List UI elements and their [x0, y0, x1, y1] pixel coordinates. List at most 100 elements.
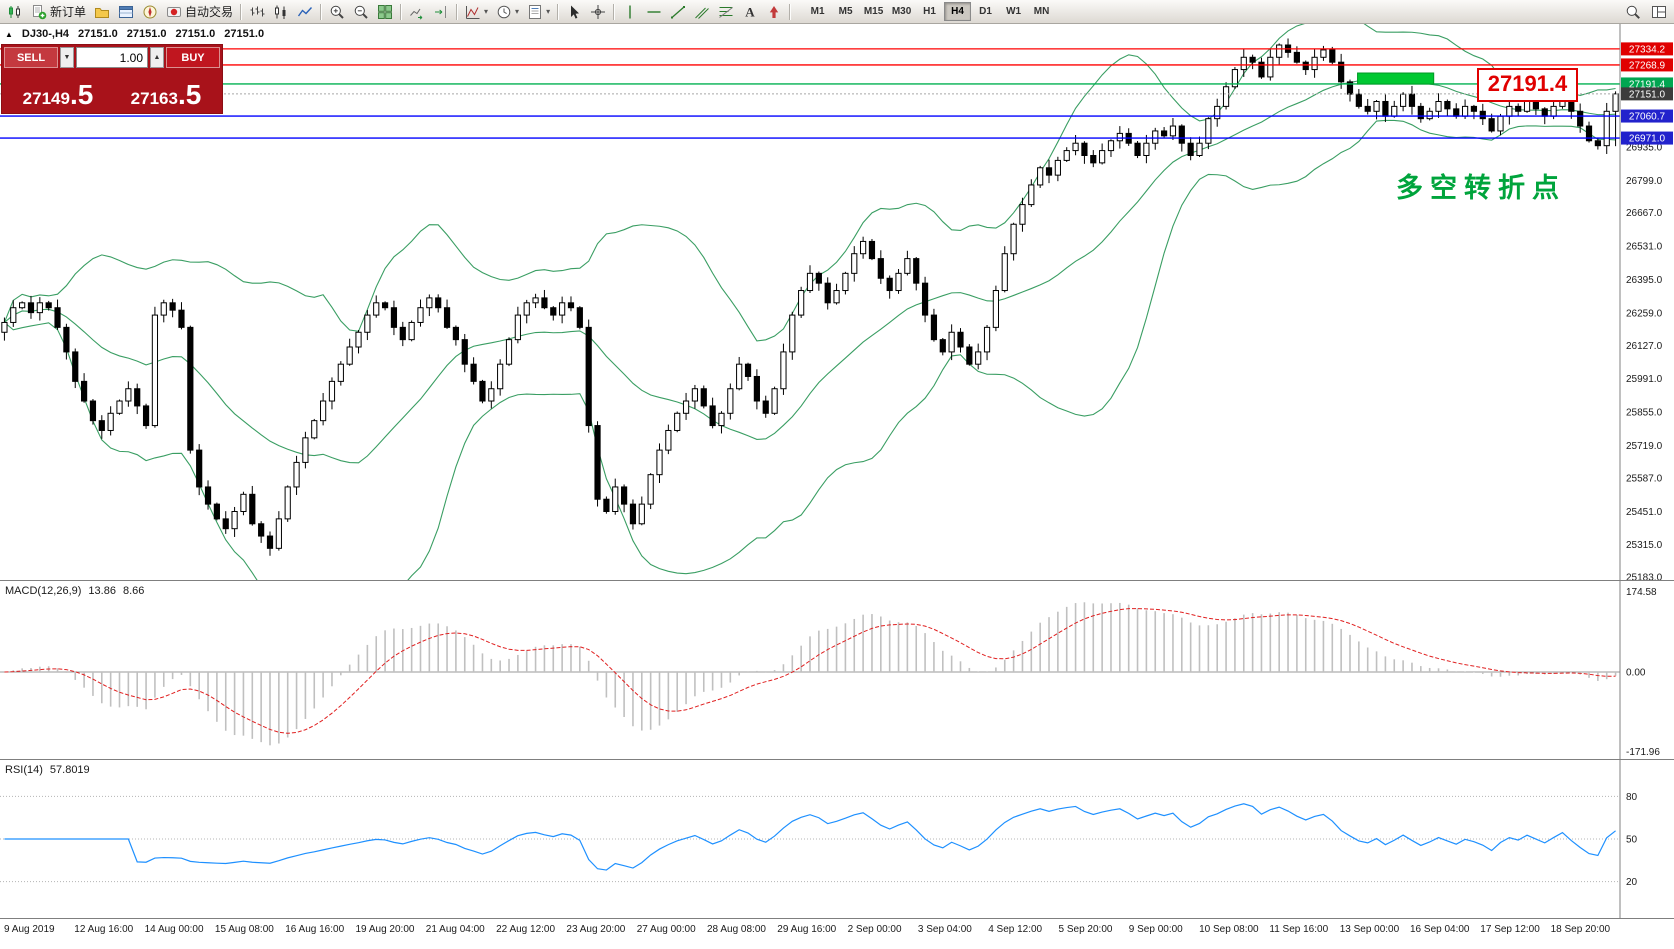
- highlight-rectangle[interactable]: [1357, 72, 1435, 85]
- tile-windows-button[interactable]: [373, 2, 397, 22]
- new-chart-button[interactable]: [3, 2, 27, 22]
- timeframe-w1-button[interactable]: W1: [1000, 2, 1027, 21]
- bar-chart-button[interactable]: [245, 2, 269, 22]
- chart-candle-icon: [7, 4, 23, 20]
- time-label: 28 Aug 08:00: [707, 924, 766, 935]
- caret-down-icon: ▾: [515, 7, 520, 16]
- fibonacci-button[interactable]: [714, 2, 738, 22]
- svg-text:27268.9: 27268.9: [1629, 60, 1666, 71]
- crosshair-icon: [590, 4, 606, 20]
- rsi-chart: 80 50 20: [0, 760, 1638, 918]
- indicators-button[interactable]: ▾: [461, 2, 492, 22]
- search-button[interactable]: [1621, 2, 1645, 22]
- time-label: 10 Sep 08:00: [1199, 924, 1259, 935]
- timeframe-m1-button[interactable]: M1: [804, 2, 831, 21]
- svg-text:26259.0: 26259.0: [1626, 308, 1663, 319]
- price-callout[interactable]: 27191.4: [1477, 68, 1578, 102]
- vertical-line-button[interactable]: [618, 2, 642, 22]
- timeframe-d1-button[interactable]: D1: [972, 2, 999, 21]
- time-label: 27 Aug 00:00: [636, 924, 696, 935]
- folder-icon: [94, 4, 110, 20]
- new-order-button[interactable]: 新订单: [27, 2, 90, 22]
- svg-text:25719.0: 25719.0: [1626, 441, 1663, 452]
- channel-button[interactable]: [690, 2, 714, 22]
- candle-chart-button[interactable]: [269, 2, 293, 22]
- macd-name: MACD(12,26,9): [5, 585, 82, 597]
- periods-button[interactable]: ▾: [492, 2, 523, 22]
- timeframe-h1-button[interactable]: H1: [916, 2, 943, 21]
- time-label: 9 Sep 00:00: [1128, 924, 1183, 935]
- time-label: 14 Aug 00:00: [144, 924, 204, 935]
- main-chart-panel[interactable]: 26935.0 26799.0 26667.0 26531.0 26395.0 26259…: [0, 24, 1674, 580]
- sell-button[interactable]: SELL: [4, 47, 58, 68]
- svg-text:25587.0: 25587.0: [1626, 473, 1663, 484]
- time-label: 18 Sep 20:00: [1550, 924, 1611, 935]
- volume-decrease-button[interactable]: ▼: [60, 47, 74, 68]
- toolbar: 新订单 自动交易 ▾ ▾ ▾ A M1 M5 M15 M30 H1 H4 D1 W1 MN: [0, 0, 1674, 24]
- buy-button[interactable]: BUY: [166, 47, 220, 68]
- volume-increase-button[interactable]: ▲: [150, 47, 164, 68]
- zoom-out-button[interactable]: [349, 2, 373, 22]
- macd-main-value: 13.86: [88, 585, 116, 597]
- zoom-in-button[interactable]: [325, 2, 349, 22]
- horizontal-levels[interactable]: [0, 48, 1620, 139]
- time-label: 15 Aug 08:00: [214, 924, 274, 935]
- rsi-value: 57.8019: [49, 764, 90, 776]
- trendline-button[interactable]: [666, 2, 690, 22]
- hline-icon: [646, 4, 662, 20]
- timeframe-mn-button[interactable]: MN: [1028, 2, 1055, 21]
- macd-signal-value: 8.66: [122, 585, 145, 597]
- templates-button[interactable]: ▾: [523, 2, 554, 22]
- bars-icon: [249, 4, 265, 20]
- layout-button[interactable]: [1647, 2, 1671, 22]
- svg-text:26667.0: 26667.0: [1626, 208, 1663, 219]
- turning-point-note[interactable]: 多空转折点: [1396, 173, 1566, 203]
- macd-label: MACD(12,26,9) 13.86 8.66: [5, 585, 144, 597]
- time-label: 17 Sep 12:00: [1480, 924, 1540, 935]
- indicators-icon: [465, 4, 481, 20]
- cursor-icon: [566, 4, 582, 20]
- text-button[interactable]: A: [738, 2, 762, 22]
- arrow-marks-button[interactable]: [762, 2, 786, 22]
- time-label: 21 Aug 04:00: [425, 924, 485, 935]
- template-icon: [527, 4, 543, 20]
- auto-trading-button-label: 自动交易: [185, 5, 234, 19]
- timeframe-h4-button[interactable]: H4: [944, 2, 972, 21]
- time-label: 3 Sep 04:00: [917, 924, 972, 935]
- toolbar-separator: [240, 3, 243, 20]
- timeframe-m5-button[interactable]: M5: [832, 2, 859, 21]
- auto-scroll-button[interactable]: [405, 2, 429, 22]
- time-axis[interactable]: 9 Aug 2019 12 Aug 16:00 14 Aug 00:00 15 Aug…: [0, 918, 1674, 949]
- crosshair-button[interactable]: [586, 2, 610, 22]
- object-anchor-icon: ▲: [5, 29, 13, 39]
- timeframe-m15-button[interactable]: M15: [860, 2, 887, 21]
- svg-text:25855.0: 25855.0: [1626, 408, 1663, 419]
- price-chart[interactable]: 26935.0 26799.0 26667.0 26531.0 26395.0 26259…: [0, 24, 1674, 580]
- timeframe-m30-button[interactable]: M30: [888, 2, 915, 21]
- market-watch-button[interactable]: [114, 2, 138, 22]
- trade-panel-controls: SELL ▼ ▲ BUY: [4, 47, 220, 68]
- profiles-button[interactable]: [90, 2, 114, 22]
- volume-input[interactable]: [76, 47, 148, 68]
- svg-text:27191.4: 27191.4: [1629, 79, 1666, 90]
- svg-text:0.00: 0.00: [1626, 668, 1646, 679]
- cursor-button[interactable]: [562, 2, 586, 22]
- macd-panel[interactable]: 174.58 0.00 -171.96 MACD(12,26,9) 13.86 8.…: [0, 580, 1674, 759]
- channel-icon: [694, 4, 710, 20]
- svg-text:26935.0: 26935.0: [1626, 142, 1663, 153]
- navigator-button[interactable]: [138, 2, 162, 22]
- chart-shift-button[interactable]: [429, 2, 453, 22]
- svg-text:20: 20: [1626, 877, 1638, 888]
- sell-price[interactable]: 27149.5: [22, 79, 94, 111]
- buy-price[interactable]: 27163.5: [130, 79, 202, 111]
- auto-trading-button[interactable]: 自动交易: [162, 2, 237, 22]
- new-order-icon: [31, 4, 47, 20]
- macd-chart: 174.58 0.00 -171.96: [0, 581, 1660, 759]
- price-axis[interactable]: 26935.0 26799.0 26667.0 26531.0 26395.0 26259…: [1619, 24, 1673, 580]
- time-label: 5 Sep 20:00: [1058, 924, 1113, 935]
- rsi-panel[interactable]: 80 50 20 RSI(14) 57.8019: [0, 759, 1674, 918]
- ohlc-close: 27151.0: [224, 28, 265, 40]
- horizontal-line-button[interactable]: [642, 2, 666, 22]
- line-chart-button[interactable]: [293, 2, 317, 22]
- rsi-line: [4, 803, 1616, 871]
